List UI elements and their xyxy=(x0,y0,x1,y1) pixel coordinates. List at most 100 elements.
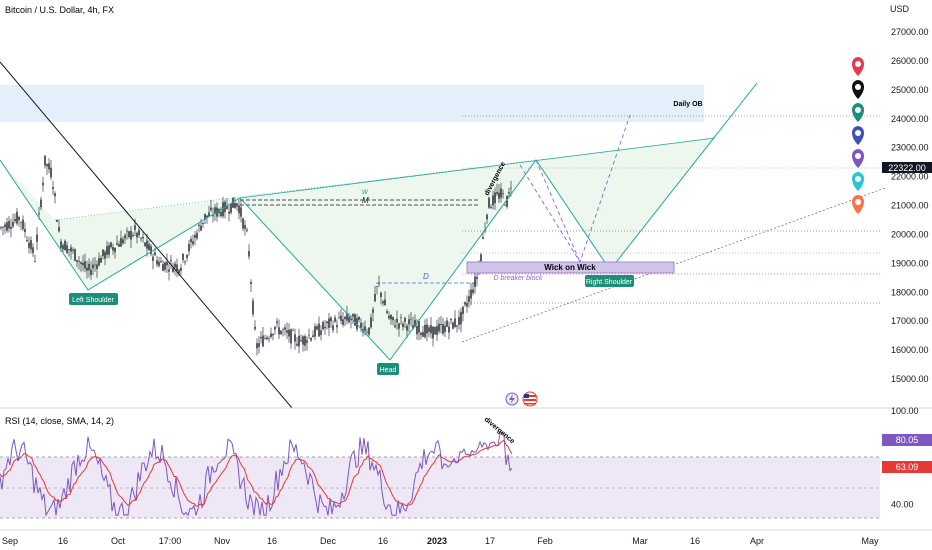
downtrend-line[interactable] xyxy=(0,61,293,409)
candle-body xyxy=(10,226,12,229)
rsi-value-badge: 80.05 xyxy=(882,434,932,446)
candle-body xyxy=(118,244,120,247)
head-badge[interactable]: Head xyxy=(377,363,399,375)
time-tick-label: 2023 xyxy=(427,536,447,546)
candle-body xyxy=(462,306,464,315)
lightning-icon[interactable] xyxy=(505,392,519,406)
candle-body xyxy=(58,227,60,232)
candle-body xyxy=(208,212,210,217)
time-axis[interactable]: Sep 16 Oct 17:00 Nov 16 Dec 16 2023 17 Feb Mar 16 Apr… xyxy=(2,536,879,546)
candle-body xyxy=(102,249,104,257)
map-pin-red-icon[interactable] xyxy=(852,57,864,76)
candle-body xyxy=(364,326,366,331)
candle-body xyxy=(506,196,508,207)
candle-body xyxy=(270,333,272,337)
map-pin-orange-icon[interactable] xyxy=(852,195,864,214)
price-tick-label: 17000.00 xyxy=(891,316,929,326)
candle-body xyxy=(166,261,168,266)
left-shoulder-bg xyxy=(69,293,118,305)
wick-on-wick-box[interactable] xyxy=(466,261,675,274)
candle-body xyxy=(230,203,232,213)
candle-body xyxy=(370,317,372,328)
map-pin-purple-icon[interactable] xyxy=(852,149,864,168)
us-flag-icon[interactable] xyxy=(522,391,538,407)
candle-body xyxy=(184,261,186,263)
price-tick-label: 22000.00 xyxy=(891,172,929,182)
candle-body xyxy=(416,325,418,335)
symbol-title[interactable]: Bitcoin / U.S. Dollar, 4h, FX xyxy=(5,5,114,15)
rsi-tick-label: 100.00 xyxy=(891,406,919,416)
candle-body xyxy=(430,325,432,334)
candle-body xyxy=(68,249,70,251)
price-tick-label: 19000.00 xyxy=(891,258,929,268)
candle-body xyxy=(4,224,6,228)
candle-body xyxy=(176,264,178,271)
candle-body xyxy=(174,263,176,268)
candle-body xyxy=(96,264,98,270)
rsi-axis[interactable]: 100.00 40.00 xyxy=(891,406,919,509)
candle-body xyxy=(324,326,326,329)
candle-body xyxy=(42,182,44,186)
left-shoulder-label: Left Shoulder xyxy=(72,297,114,304)
candle-body xyxy=(130,231,132,240)
pattern-fill xyxy=(0,138,715,360)
candle-body xyxy=(30,240,32,250)
candle-body xyxy=(188,243,190,252)
price-tick-label: 24000.00 xyxy=(891,114,929,124)
candle-body xyxy=(202,222,204,225)
candle-body xyxy=(50,167,52,178)
candle-body xyxy=(302,336,304,345)
candle-body xyxy=(112,247,114,251)
candle-body xyxy=(40,199,42,208)
candle-body xyxy=(466,302,468,307)
map-pin-blue-icon[interactable] xyxy=(852,126,864,145)
candle-body xyxy=(78,260,80,262)
candle-body xyxy=(70,247,72,252)
price-tick-label: 20000.00 xyxy=(891,229,929,239)
candle-body xyxy=(286,330,288,333)
price-tick-label: 23000.00 xyxy=(891,143,929,153)
price-axis[interactable]: USD 27000.00 26000.00 25000.00 24000.00 2300… xyxy=(890,4,929,384)
candle-body xyxy=(206,215,208,218)
candle-body xyxy=(492,195,494,206)
map-pin-cyan-icon[interactable] xyxy=(852,172,864,191)
candle-body xyxy=(266,337,268,340)
candle-body xyxy=(404,317,406,322)
candle-body xyxy=(236,203,238,207)
candle-body xyxy=(392,316,394,321)
candle-body xyxy=(498,192,500,199)
candle-body xyxy=(386,311,388,313)
candle-body xyxy=(452,322,454,329)
head-bg xyxy=(377,363,399,375)
candle-body xyxy=(294,334,296,342)
candle-body xyxy=(180,267,182,271)
rsi-title[interactable]: RSI (14, close, SMA, 14, 2) xyxy=(5,416,114,426)
candle-body xyxy=(428,327,430,332)
price-tick-label: 21000.00 xyxy=(891,201,929,211)
map-pin-teal-icon[interactable] xyxy=(852,103,864,122)
left-shoulder-badge[interactable]: Left Shoulder xyxy=(69,293,118,305)
candle-body xyxy=(178,269,180,274)
candle-body xyxy=(248,251,250,257)
map-pin-black-icon[interactable] xyxy=(852,80,864,99)
candle-body xyxy=(502,193,504,195)
candle-body xyxy=(54,193,56,197)
candle-body xyxy=(142,236,144,239)
rsi-line xyxy=(0,431,513,517)
marker-icons[interactable] xyxy=(852,57,864,214)
candle-body xyxy=(488,197,490,208)
daily-ob-zone[interactable] xyxy=(0,85,704,122)
candle-body xyxy=(134,225,136,230)
rsi-sma-line xyxy=(0,439,513,507)
candle-body xyxy=(222,202,224,217)
candle-body xyxy=(212,215,214,217)
candle-body xyxy=(98,258,100,266)
candle-body xyxy=(328,318,330,328)
candle-body xyxy=(214,207,216,214)
right-shoulder-badge[interactable]: Right Shoulder xyxy=(585,275,634,287)
candle-body xyxy=(450,318,452,321)
candle-body xyxy=(322,322,324,330)
candle-body xyxy=(124,235,126,239)
candle-body xyxy=(350,319,352,321)
